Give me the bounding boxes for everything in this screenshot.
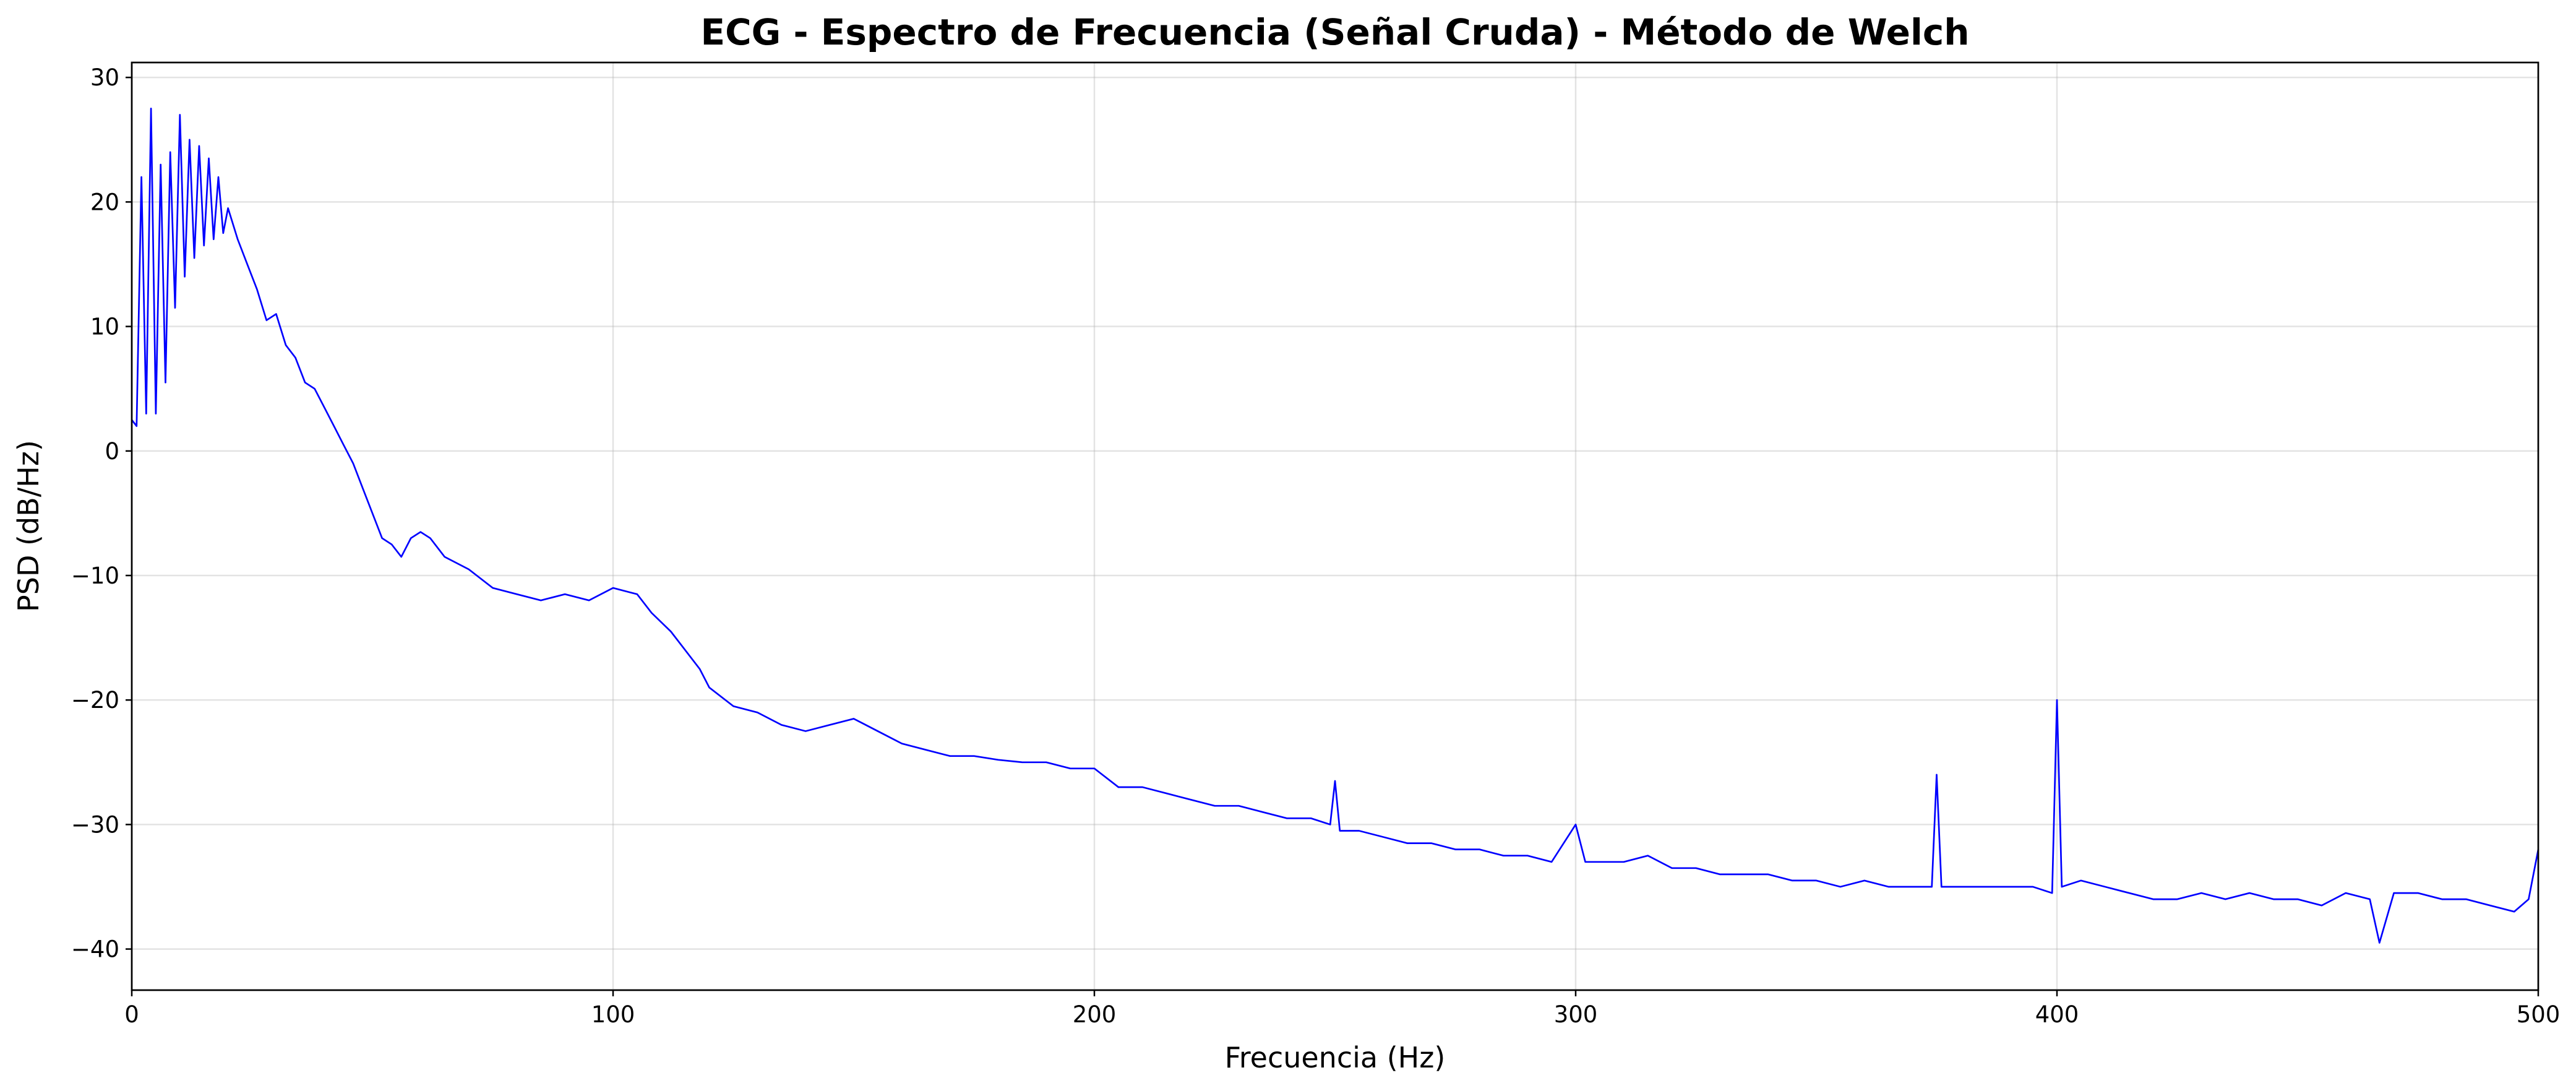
x-axis-label: Frecuencia (Hz) [1225, 1041, 1446, 1074]
x-tick-label: 100 [591, 1001, 635, 1028]
y-tick-label: −20 [71, 687, 119, 714]
x-tick-label: 300 [1554, 1001, 1598, 1028]
y-tick-label: −30 [71, 811, 119, 838]
y-tick-label: 20 [90, 189, 119, 215]
y-axis-label: PSD (dB/Hz) [12, 440, 45, 612]
x-tick-label: 400 [2035, 1001, 2079, 1028]
data-line [131, 108, 2540, 944]
y-tick-label: 30 [90, 64, 119, 91]
y-tick-label: 0 [105, 438, 119, 465]
y-tick-label: 10 [90, 314, 119, 340]
x-tick-label: 500 [2517, 1001, 2561, 1028]
x-tick-label: 200 [1073, 1001, 1117, 1028]
chart-title: ECG - Espectro de Frecuencia (Señal Crud… [700, 11, 1969, 53]
x-tick-label: 0 [124, 1001, 139, 1028]
y-tick-label: −10 [71, 563, 119, 589]
plot-frame [131, 61, 2540, 991]
y-tick-label: −40 [71, 936, 119, 963]
